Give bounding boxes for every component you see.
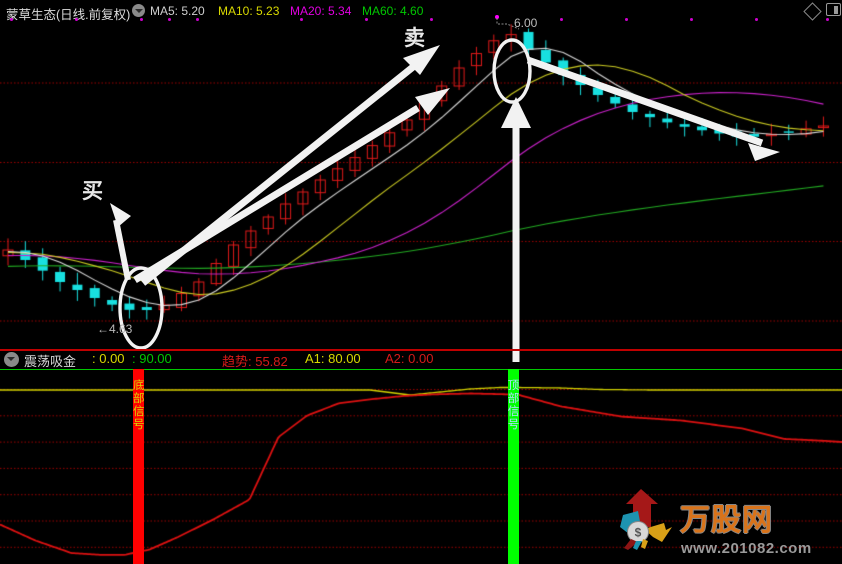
svg-text:$: $ xyxy=(635,526,642,540)
